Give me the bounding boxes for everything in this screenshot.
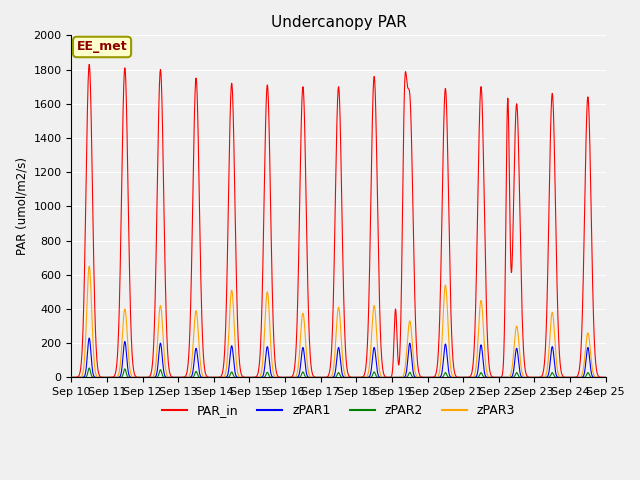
Title: Undercanopy PAR: Undercanopy PAR [271,15,406,30]
Legend: PAR_in, zPAR1, zPAR2, zPAR3: PAR_in, zPAR1, zPAR2, zPAR3 [157,399,520,422]
Y-axis label: PAR (umol/m2/s): PAR (umol/m2/s) [15,157,28,255]
Text: EE_met: EE_met [77,40,127,53]
